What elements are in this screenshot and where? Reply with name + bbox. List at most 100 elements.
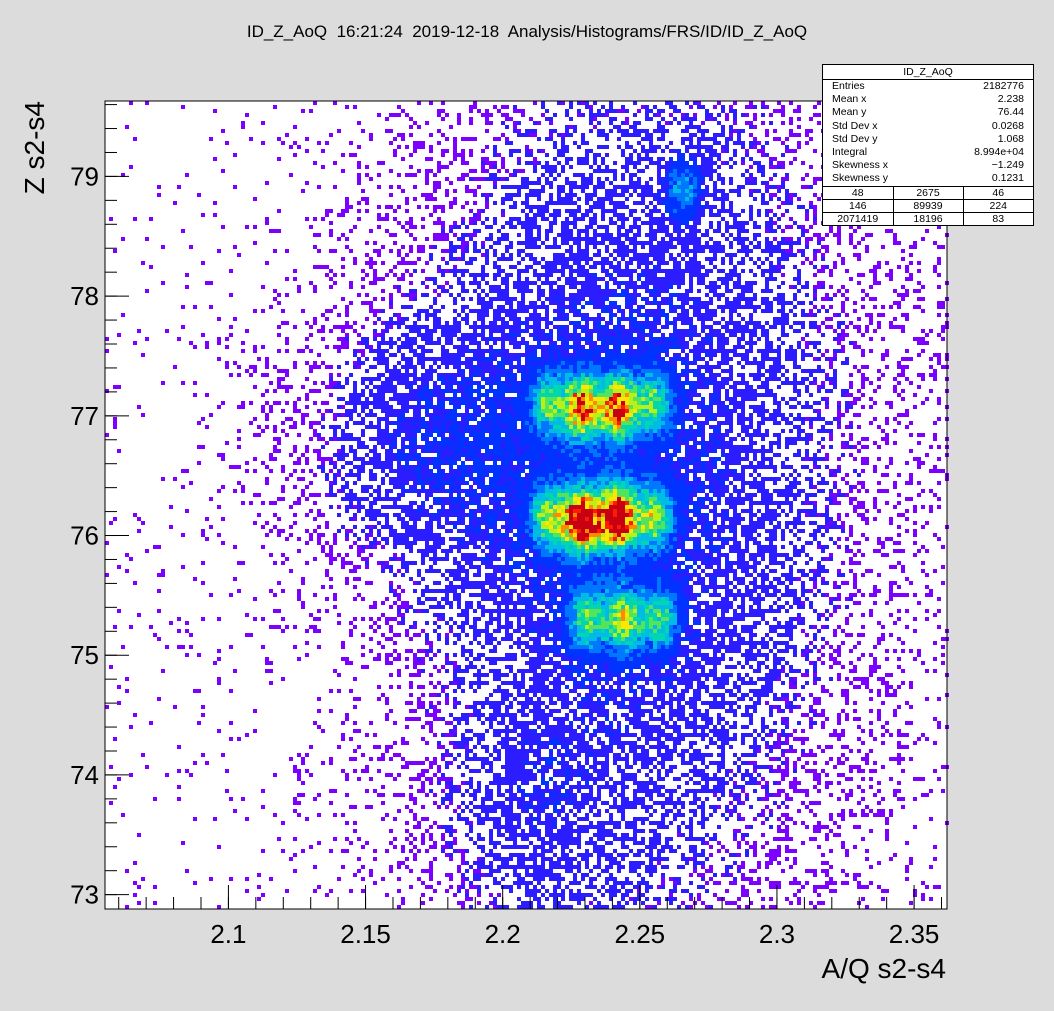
heatmap-cell <box>429 489 433 493</box>
heatmap-cell <box>501 857 505 861</box>
heatmap-cell <box>365 445 369 449</box>
heatmap-cell <box>517 305 521 309</box>
heatmap-cell <box>429 705 433 709</box>
heatmap-cell <box>413 405 417 409</box>
heatmap-cell <box>377 361 381 365</box>
heatmap-cell <box>397 541 401 545</box>
heatmap-cell <box>489 225 493 229</box>
heatmap-cell <box>309 437 313 441</box>
heatmap-cell <box>517 601 521 605</box>
heatmap-cell <box>489 701 493 705</box>
heatmap-cell <box>293 809 297 813</box>
heatmap-cell <box>493 221 497 225</box>
heatmap-cell <box>369 505 373 509</box>
heatmap-cell <box>457 449 461 453</box>
heatmap-cell <box>509 817 513 821</box>
heatmap-cell <box>497 421 501 425</box>
heatmap-cell <box>325 553 329 557</box>
heatmap-cell <box>509 481 513 485</box>
heatmap-cell <box>461 333 465 337</box>
heatmap-cell <box>477 281 481 285</box>
heatmap-cell <box>489 237 493 241</box>
heatmap-cell <box>501 625 505 629</box>
heatmap-cell <box>369 137 373 141</box>
heatmap-cell <box>273 289 277 293</box>
heatmap-cell <box>313 797 317 801</box>
heatmap-cell <box>473 657 477 661</box>
heatmap-cell <box>389 233 393 237</box>
heatmap-cell <box>401 553 405 557</box>
heatmap-cell <box>461 381 465 385</box>
heatmap-cell <box>197 689 201 693</box>
heatmap-cell <box>393 545 397 549</box>
heatmap-cell <box>173 705 177 709</box>
heatmap-cell <box>393 505 397 509</box>
heatmap-cell <box>321 325 325 329</box>
heatmap-cell <box>109 801 113 805</box>
heatmap-cell <box>297 457 301 461</box>
heatmap-cell <box>505 673 509 677</box>
heatmap-cell <box>501 805 505 809</box>
heatmap-cell <box>305 337 309 341</box>
heatmap-cell <box>493 393 497 397</box>
heatmap-cell <box>489 553 493 557</box>
heatmap-cell <box>421 509 425 513</box>
heatmap-cell <box>433 325 437 329</box>
heatmap-cell <box>277 301 281 305</box>
heatmap-cell <box>493 313 497 317</box>
heatmap-cell <box>421 577 425 581</box>
heatmap-cell <box>385 389 389 393</box>
heatmap-cell <box>445 829 449 833</box>
heatmap-cell <box>241 121 245 125</box>
heatmap-cell <box>469 885 473 889</box>
heatmap-cell <box>493 149 497 153</box>
heatmap-cell <box>501 813 505 817</box>
heatmap-cell <box>425 741 429 745</box>
heatmap-cell <box>417 333 421 337</box>
heatmap-cell <box>493 669 497 673</box>
heatmap-cell <box>501 421 505 425</box>
heatmap-cell <box>481 797 485 801</box>
heatmap-cell <box>357 333 361 337</box>
heatmap-cell <box>453 849 457 853</box>
heatmap-cell <box>449 713 453 717</box>
heatmap-cell <box>461 249 465 253</box>
heatmap-cell <box>505 197 509 201</box>
heatmap-cell <box>493 565 497 569</box>
heatmap-cell <box>505 737 509 741</box>
heatmap-cell <box>477 685 481 689</box>
heatmap-cell <box>337 505 341 509</box>
heatmap-cell <box>505 781 509 785</box>
heatmap-cell <box>485 785 489 789</box>
heatmap-cell <box>413 225 417 229</box>
heatmap-cell <box>421 425 425 429</box>
heatmap-cell <box>333 305 337 309</box>
heatmap-cell <box>469 177 473 181</box>
heatmap-cell <box>341 485 345 489</box>
heatmap-cell <box>433 425 437 429</box>
heatmap-cell <box>249 421 253 425</box>
heatmap-cell <box>349 437 353 441</box>
heatmap-cell <box>405 365 409 369</box>
heatmap-cell <box>313 361 317 365</box>
heatmap-cell <box>417 661 421 665</box>
heatmap-cell <box>501 253 505 257</box>
heatmap-cell <box>365 377 369 381</box>
heatmap-cell <box>389 345 393 349</box>
heatmap-cell <box>465 613 469 617</box>
heatmap-cell <box>333 381 337 385</box>
heatmap-cell <box>365 733 369 737</box>
heatmap-cell <box>521 601 525 605</box>
heatmap-cell <box>389 321 393 325</box>
heatmap-cell <box>361 461 365 465</box>
heatmap-cell <box>305 137 309 141</box>
heatmap-cell <box>485 121 489 125</box>
heatmap-cell <box>405 533 409 537</box>
heatmap-cell <box>513 873 517 877</box>
heatmap-cell <box>505 601 509 605</box>
heatmap-cell <box>481 673 485 677</box>
heatmap-cell <box>425 425 429 429</box>
heatmap-cell <box>505 525 509 529</box>
heatmap-cell <box>517 805 521 809</box>
